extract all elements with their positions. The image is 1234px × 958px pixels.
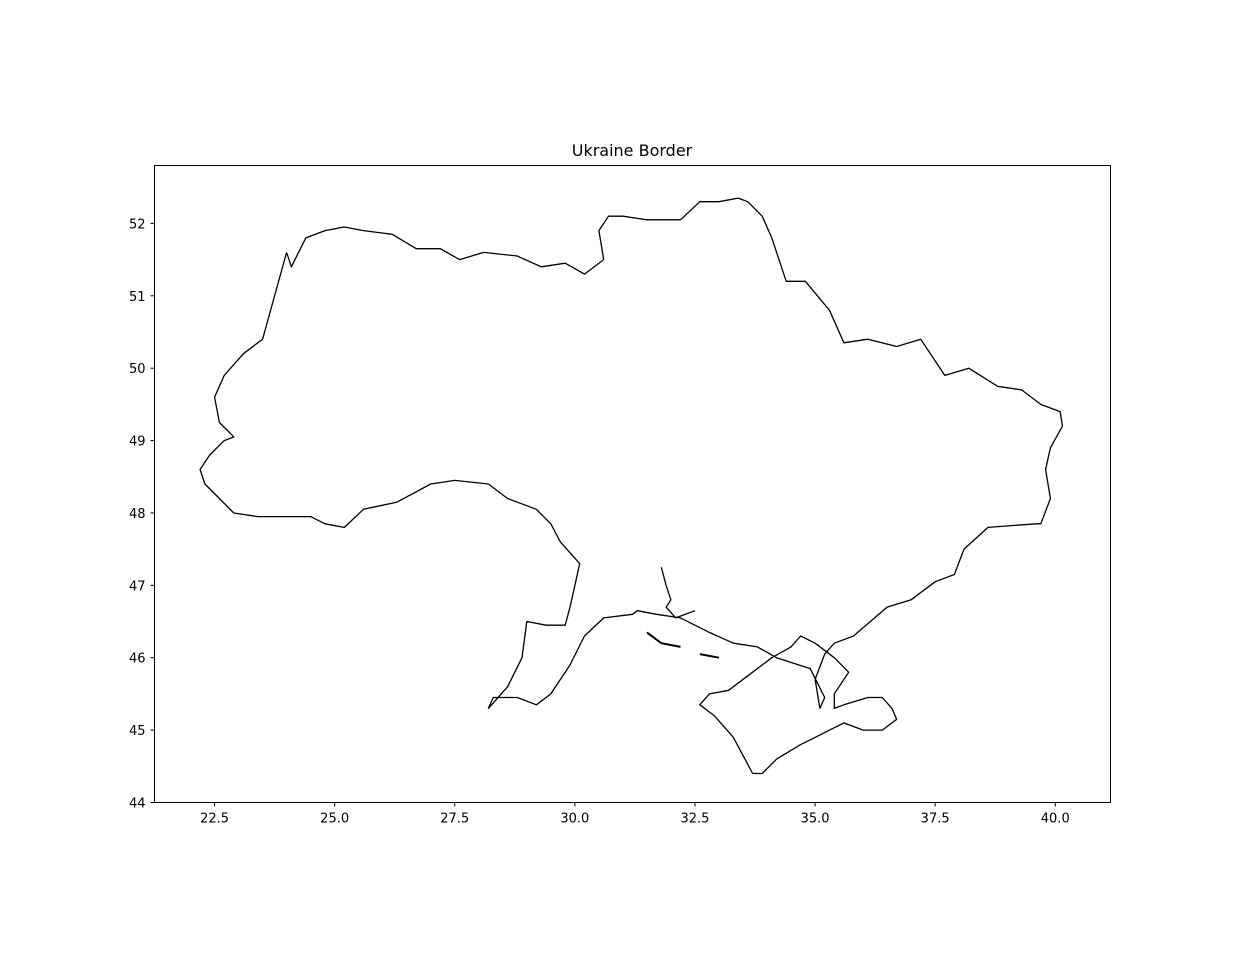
y-tick-label: 52 [129,217,146,232]
x-tick-label: 27.5 [440,812,469,827]
x-tick-label: 22.5 [200,812,229,827]
border-line-arabat-spit [699,653,720,659]
chart-title: Ukraine Border [572,141,693,160]
y-axis: 44 45 46 47 48 49 50 51 52 [129,217,155,812]
border-line-mainland [199,197,1064,710]
x-tick-label: 40.0 [1041,812,1070,827]
y-tick-label: 50 [129,362,146,377]
border-line-crimea [699,635,898,775]
y-tick-label: 49 [129,435,146,450]
y-tick-label: 51 [129,290,146,305]
y-tick-label: 46 [129,652,146,667]
border-line-dnipro-estuary [660,567,696,619]
border-lines [199,197,1064,775]
x-tick-label: 32.5 [680,812,709,827]
x-tick-label: 35.0 [801,812,830,827]
border-line-tendra-spit [646,631,681,648]
y-tick-label: 47 [129,579,146,594]
plot-area [154,165,1111,803]
x-tick-label: 37.5 [921,812,950,827]
y-tick-label: 48 [129,507,146,522]
x-tick-label: 25.0 [320,812,349,827]
y-tick-label: 45 [129,724,146,739]
y-tick-label: 44 [129,797,146,812]
x-tick-label: 30.0 [560,812,589,827]
x-axis: 22.5 25.0 27.5 30.0 32.5 35.0 37.5 40.0 [200,802,1070,827]
